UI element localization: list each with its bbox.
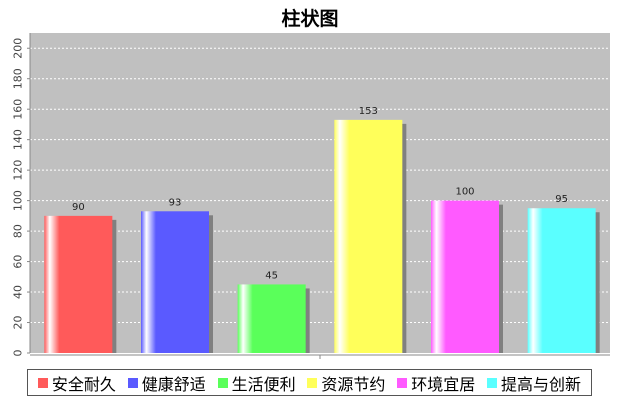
y-tick-label: 200	[12, 38, 25, 59]
y-axis-ticks: 0 20 40 60 80 100 120 140 160 180 200	[12, 38, 30, 357]
legend-label: 生活便利	[231, 374, 296, 394]
chart-title: 柱状图	[281, 8, 339, 30]
legend-item: 生活便利	[217, 371, 296, 395]
bar	[527, 208, 596, 353]
y-tick-label: 40	[12, 285, 25, 299]
bar	[237, 284, 306, 353]
data-label: 45	[265, 270, 278, 281]
y-tick-label: 20	[12, 316, 25, 330]
legend-label: 安全耐久	[51, 374, 116, 394]
legend-item: 资源节约	[307, 371, 385, 395]
data-label: 90	[72, 202, 85, 213]
data-labels: 90 93 45 153 100 95	[72, 106, 568, 282]
bar	[334, 119, 403, 353]
legend-label: 资源节约	[321, 374, 386, 394]
legend-label: 健康舒适	[141, 374, 206, 394]
legend-swatch	[217, 377, 228, 388]
legend-label: 环境宜居	[411, 374, 476, 394]
data-label: 93	[169, 197, 182, 208]
bar	[44, 215, 113, 353]
y-tick-label: 80	[12, 224, 25, 238]
data-label: 153	[359, 106, 378, 117]
y-tick-label: 0	[12, 350, 25, 357]
legend-item: 安全耐久	[37, 371, 116, 395]
legend-swatch	[37, 377, 48, 388]
y-tick-label: 60	[12, 255, 25, 269]
legend-item: 环境宜居	[397, 371, 475, 395]
data-label: 100	[455, 187, 474, 198]
legend-swatch	[127, 377, 138, 388]
bar	[141, 211, 209, 353]
legend-item: 健康舒适	[127, 371, 206, 395]
bar	[431, 200, 499, 353]
legend-swatch	[397, 377, 408, 388]
legend-label: 提高与创新	[501, 374, 582, 394]
y-tick-label: 100	[12, 190, 25, 211]
grid-lines	[30, 47, 610, 324]
plot-area	[30, 33, 610, 353]
legend: 安全耐久 健康舒适 生活便利 资源节约 环境宜居 提高与创新	[27, 369, 592, 396]
data-label: 95	[555, 194, 568, 205]
y-tick-label: 140	[12, 129, 25, 150]
legend-item: 提高与创新	[487, 371, 581, 395]
y-tick-label: 120	[12, 160, 25, 181]
y-tick-label: 160	[12, 99, 25, 120]
bars	[44, 119, 596, 353]
y-tick-label: 180	[12, 68, 25, 89]
legend-swatch	[307, 377, 318, 388]
legend-swatch	[487, 377, 498, 388]
